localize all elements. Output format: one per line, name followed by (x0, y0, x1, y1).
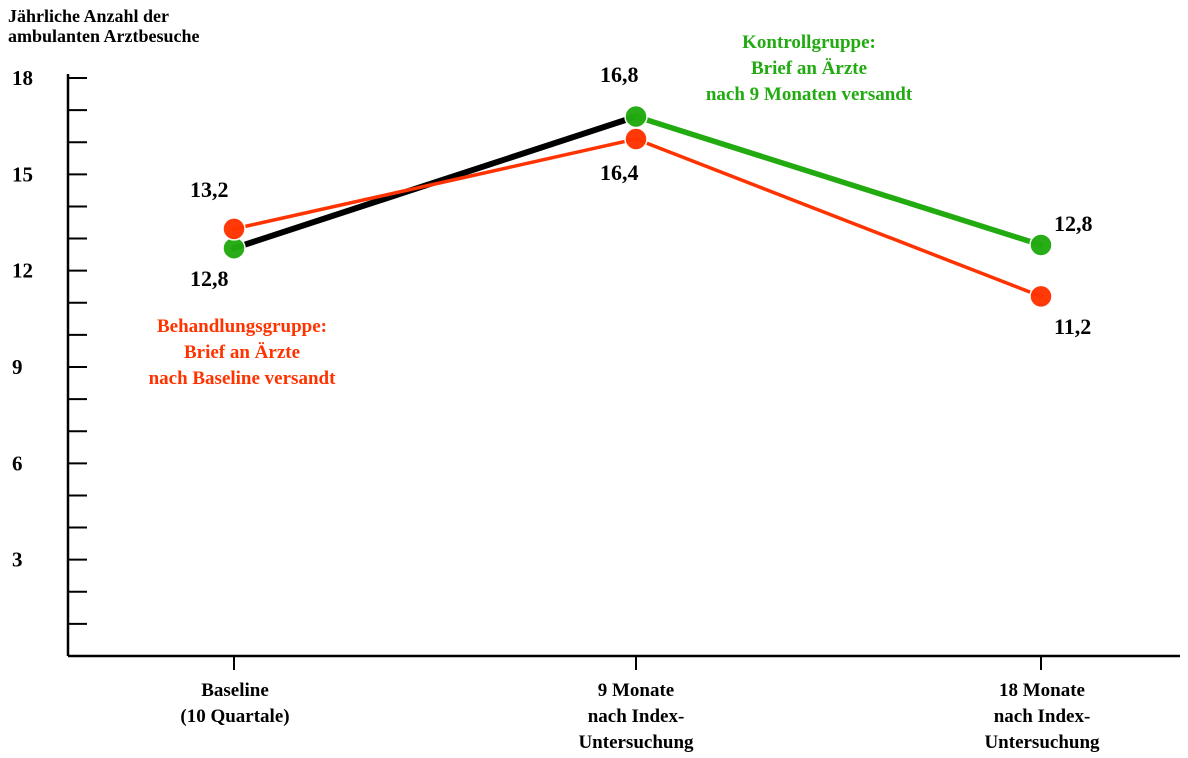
y-tick-label: 3 (12, 548, 23, 572)
data-label-kontroll: 12,8 (1054, 211, 1093, 236)
data-label-behandlung: 11,2 (1054, 314, 1091, 339)
series-line-kontroll (633, 113, 1044, 248)
legend-kontrollgruppe: Kontrollgruppe: Brief an Ärzte nach 9 Mo… (705, 32, 913, 105)
y-tick-label: 9 (12, 355, 23, 379)
category-label-baseline: Baseline (10 Quartale) (180, 680, 290, 727)
legend-behandlungsgruppe: Behandlungsgruppe: Brief an Ärzte nach B… (148, 316, 336, 389)
y-tick-label: 15 (12, 162, 33, 186)
series-points (222, 104, 1053, 309)
category-label-18-monate: 18 Monate nach Index- Untersuchung (984, 680, 1100, 753)
data-label-kontroll: 12,8 (190, 266, 229, 291)
y-tick-label: 6 (12, 451, 23, 475)
series-line-behandlung (232, 137, 638, 231)
data-point-kontroll (624, 104, 648, 129)
x-ticks (233, 656, 1042, 670)
series-line-behandlung (634, 137, 1043, 299)
y-ticks: 3 6 9 12 15 18 (12, 66, 87, 625)
y-tick-label: 18 (12, 66, 33, 90)
y-axis-label: Jährliche Anzahl der ambulanten Arztbesu… (8, 6, 200, 46)
data-label-behandlung: 16,4 (600, 160, 639, 185)
data-label-behandlung: 13,2 (190, 177, 229, 202)
data-point-kontroll (1029, 233, 1053, 257)
data-labels: 13,2 16,4 11,2 12,8 16,8 12,8 (190, 62, 1093, 339)
series-lines (231, 113, 1044, 299)
category-label-9-monate: 9 Monate nach Index- Untersuchung (578, 680, 694, 753)
data-point-behandlung (624, 127, 648, 151)
y-tick-label: 12 (12, 259, 33, 283)
data-point-behandlung (222, 217, 246, 241)
data-label-kontroll: 16,8 (600, 62, 639, 87)
data-point-behandlung (1029, 284, 1053, 309)
